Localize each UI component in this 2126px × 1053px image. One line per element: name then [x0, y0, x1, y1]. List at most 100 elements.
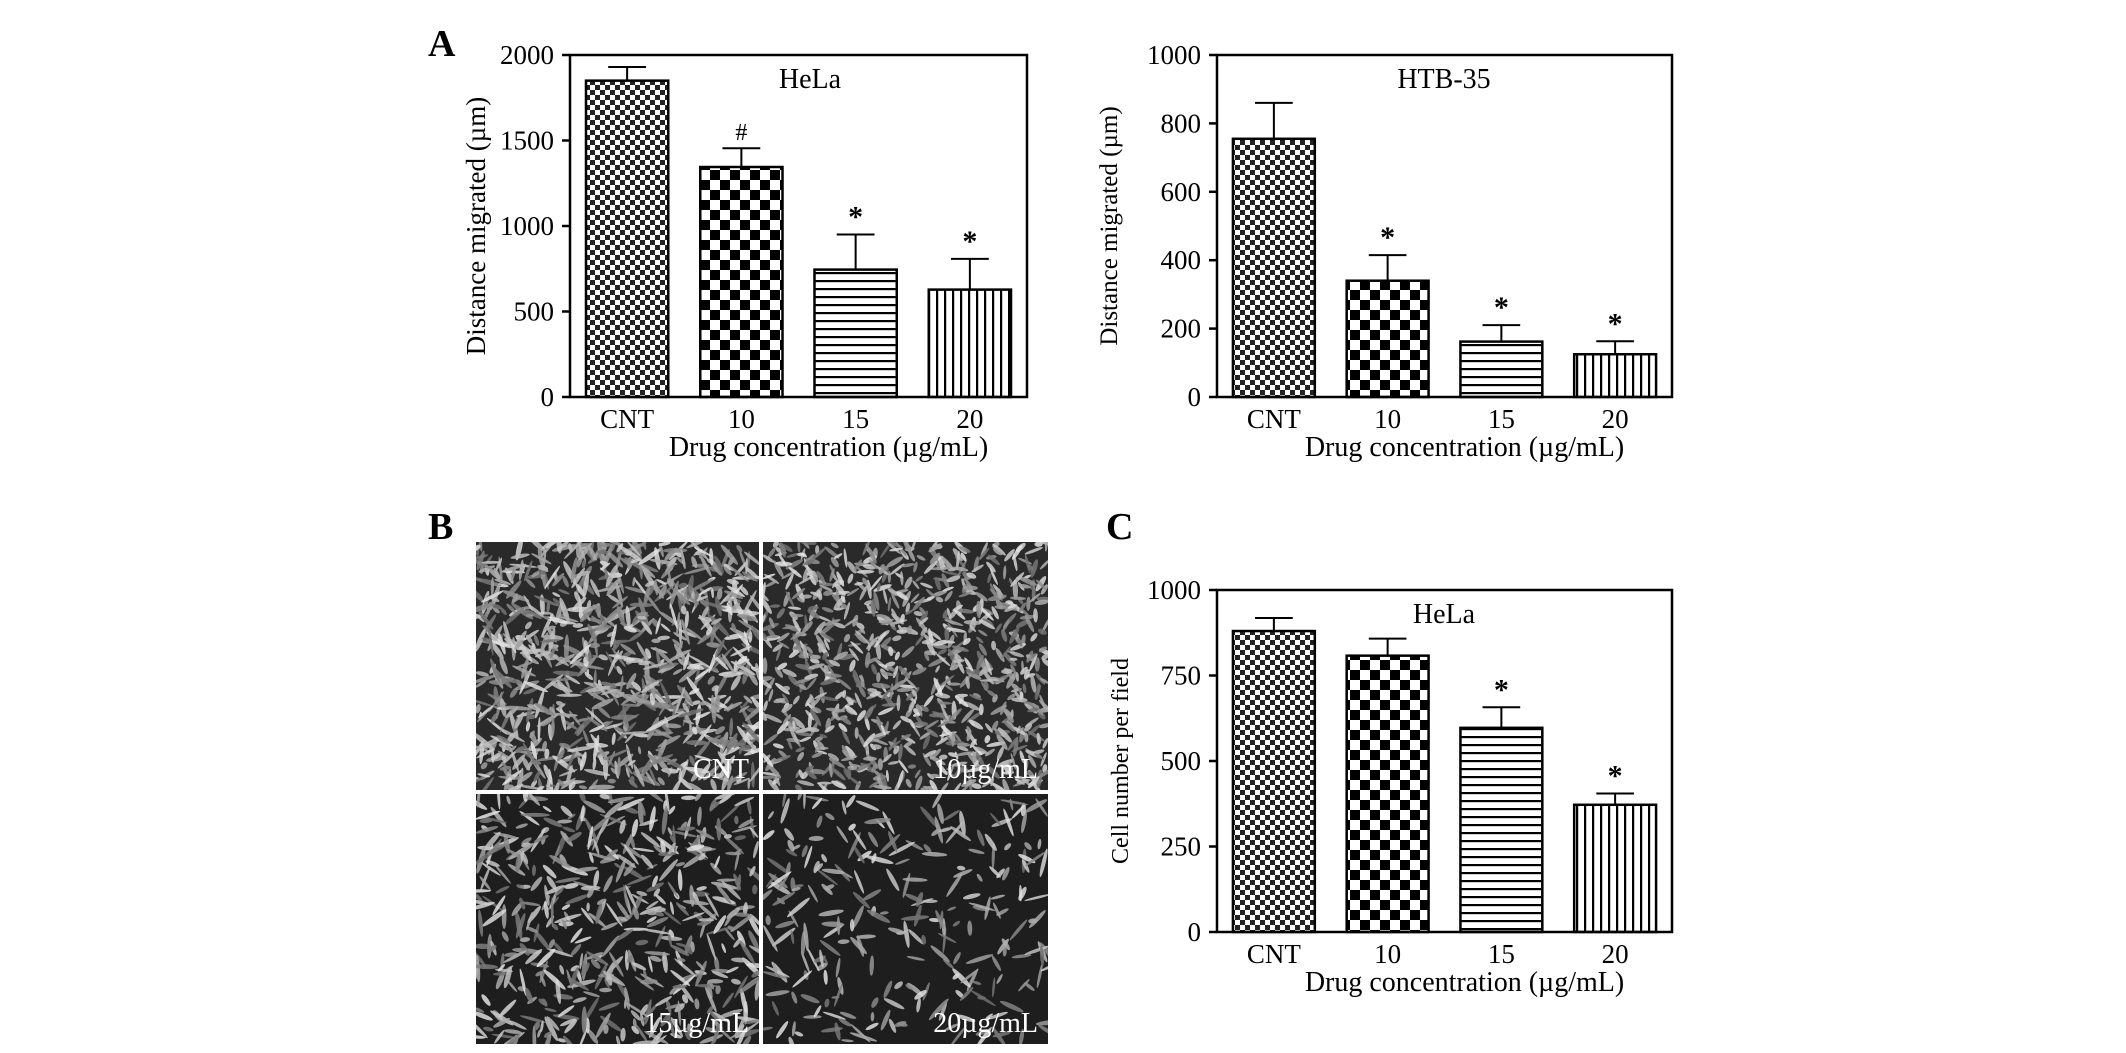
cell: [752, 884, 758, 895]
cell: [668, 929, 675, 938]
cell: [476, 1035, 486, 1039]
cell: [538, 568, 547, 575]
cell: [978, 664, 990, 677]
cell: [932, 794, 944, 809]
cell: [785, 591, 795, 608]
cell: [738, 738, 746, 755]
cell: [781, 685, 791, 692]
cell: [734, 815, 739, 825]
bar: [1231, 137, 1317, 399]
cell: [723, 566, 732, 576]
cell: [476, 742, 492, 753]
cell: [833, 553, 843, 559]
cell: [616, 901, 630, 920]
cell: [689, 663, 705, 670]
cell: [536, 785, 545, 790]
cell: [825, 884, 835, 890]
cell: [662, 951, 668, 973]
cell: [614, 928, 634, 942]
cell: [508, 1020, 527, 1030]
cell: [940, 782, 949, 790]
cell: [638, 660, 651, 666]
cell: [716, 672, 729, 694]
cell: [995, 623, 1002, 634]
cell: [533, 595, 559, 607]
cell: [772, 542, 779, 548]
cell: [649, 559, 678, 566]
cell: [846, 587, 860, 596]
cell: [672, 588, 691, 606]
cell: [734, 850, 740, 871]
cell: [984, 735, 991, 744]
cell: [556, 679, 571, 697]
cell: [493, 567, 501, 582]
cell: [871, 763, 878, 772]
cell: [640, 854, 654, 869]
cell: [651, 907, 666, 913]
cell: [794, 1031, 804, 1037]
cell: [676, 761, 688, 771]
cell: [781, 703, 793, 713]
cell: [814, 867, 839, 886]
cell: [522, 757, 531, 771]
cell: [586, 887, 594, 898]
cell: [678, 582, 688, 589]
cell: [1024, 945, 1048, 955]
cell: [511, 602, 534, 620]
cell: [733, 912, 751, 917]
cell: [667, 930, 673, 948]
cell: [523, 681, 549, 693]
cell: [879, 911, 889, 915]
cell: [838, 1018, 852, 1027]
cell: [828, 757, 846, 769]
cell: [873, 631, 887, 648]
cell: [935, 735, 951, 746]
cell: [718, 1009, 743, 1019]
cell: [768, 617, 775, 629]
cell: [511, 593, 519, 604]
cell: [619, 557, 633, 567]
cell: [631, 1025, 640, 1035]
cell: [503, 783, 524, 790]
cell: [501, 761, 508, 769]
cell: [820, 678, 837, 686]
cell: [846, 794, 856, 808]
cell: [631, 819, 639, 837]
cell: [599, 987, 612, 993]
cell: [867, 688, 878, 693]
cell: [482, 909, 507, 927]
cell: [886, 556, 904, 568]
cell: [477, 773, 491, 778]
cell: [493, 971, 511, 976]
cell: [799, 542, 817, 546]
cell: [981, 778, 994, 788]
cell: [695, 960, 707, 987]
cell: [613, 638, 617, 651]
cell: [655, 894, 666, 905]
cell: [721, 653, 735, 674]
cell: [848, 749, 855, 759]
cell: [959, 674, 972, 688]
cell: [739, 549, 746, 567]
cell: [700, 728, 717, 734]
cell: [945, 820, 965, 844]
cell: [595, 903, 603, 924]
cell: [499, 1033, 521, 1044]
cell: [529, 730, 535, 739]
cell: [946, 872, 963, 897]
cell: [598, 654, 608, 661]
cell: [628, 631, 644, 642]
cell: [733, 778, 750, 785]
cell: [959, 987, 974, 1001]
cell: [669, 603, 678, 630]
cell: [763, 1026, 773, 1031]
cell: [478, 610, 494, 630]
cell: [889, 547, 903, 552]
cell: [660, 563, 676, 579]
cell: [517, 630, 527, 645]
cell: [955, 1014, 976, 1023]
cell: [476, 704, 481, 714]
cell: [784, 624, 800, 632]
cell: [476, 671, 489, 677]
cell: [839, 603, 848, 610]
